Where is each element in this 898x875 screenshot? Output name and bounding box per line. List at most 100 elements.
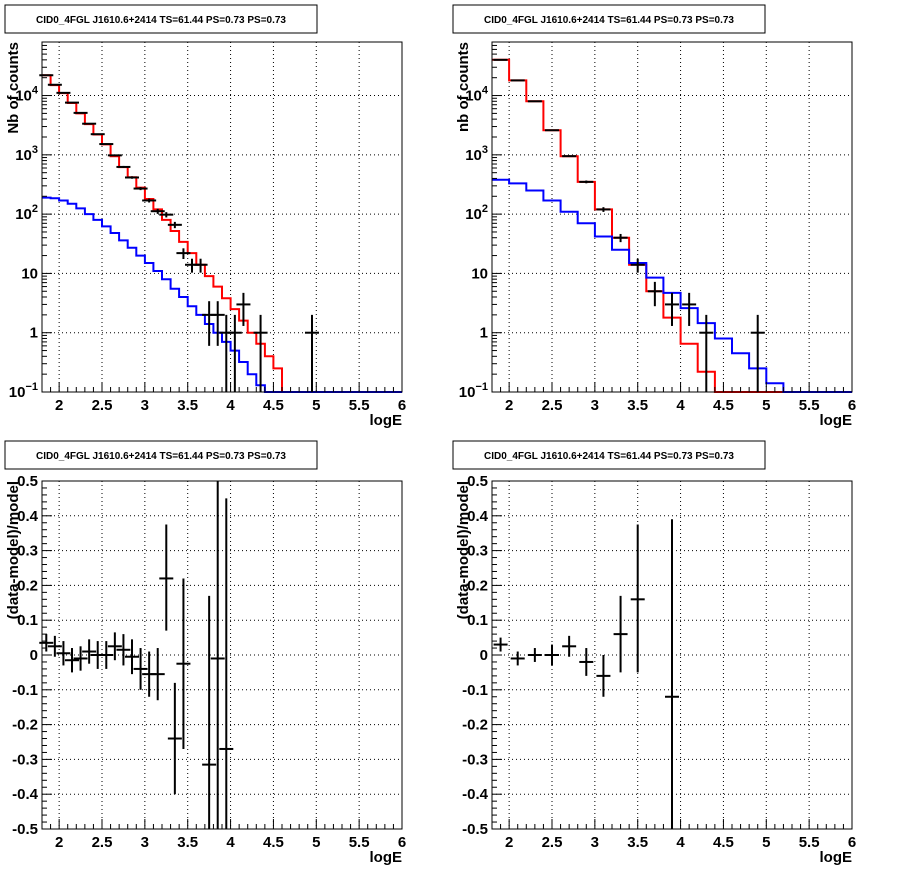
- data-point: [630, 258, 645, 273]
- y-tick-label: -0.2: [462, 717, 488, 734]
- data-point: [116, 165, 131, 168]
- data-point: [150, 648, 165, 701]
- x-tick-label: 6: [398, 397, 406, 414]
- x-tick-label: 2: [505, 834, 513, 851]
- data-point: [125, 176, 139, 179]
- y-axis: -0.5 -0.4 -0.3 -0.2 -0.1 0 0.1 0.2 0.3 0.4 0.5: [12, 473, 52, 838]
- y-tick-label: 0.5: [467, 473, 488, 490]
- x-tick-label: 4: [226, 834, 235, 851]
- y-tick-label: -0.4: [12, 786, 39, 803]
- data-point: [579, 648, 594, 676]
- data-point: [133, 187, 148, 191]
- y-tick-label: 0.4: [467, 508, 489, 525]
- data-point: [159, 212, 174, 218]
- data-point: [613, 595, 628, 673]
- data-point: [82, 639, 97, 664]
- data-point: [545, 644, 559, 666]
- x-tick-label: 3.5: [177, 397, 198, 414]
- x-axis-title: logE: [820, 412, 853, 429]
- data-point: [750, 314, 765, 392]
- chart-panel-3: 2 2.5 3 3.5 4 4.5 5 5.5 6 -0.5 -0.4 -0.3 -0.2 -0.1 0 0.…: [4, 440, 406, 866]
- x-tick-label: 5.5: [799, 397, 820, 414]
- data-point: [562, 155, 577, 158]
- y-axis: 10−1 1 10 102 103 104: [9, 41, 52, 401]
- chart-title: CID0_4FGL J1610.6+2414 TS=61.44 PS=0.73 …: [484, 15, 734, 26]
- grid: [42, 481, 402, 829]
- x-tick-label: 3: [591, 834, 599, 851]
- y-tick-label: 0.3: [467, 543, 488, 560]
- x-tick-label: 5.5: [799, 834, 820, 851]
- y-tick-label: 0.2: [17, 577, 38, 594]
- data-point: [305, 314, 319, 392]
- data-point: [73, 646, 88, 671]
- x-tick-label: 3: [591, 397, 599, 414]
- y-tick-label: 10−1: [459, 381, 488, 401]
- data-point: [236, 292, 251, 326]
- y-tick-label: -0.5: [462, 821, 488, 838]
- y-axis-title: (data-model)/model: [5, 481, 22, 619]
- y-tick-label: -0.3: [12, 751, 38, 768]
- data-point: [116, 634, 131, 666]
- x-tick-label: 3: [141, 397, 149, 414]
- data-point: [210, 301, 225, 346]
- chart-title: CID0_4FGL J1610.6+2414 TS=61.44 PS=0.73 …: [36, 15, 286, 26]
- y-tick-label: 102: [15, 203, 38, 223]
- data-point: [125, 639, 139, 675]
- y-tick-label: 103: [15, 144, 38, 164]
- x-tick-label: 3: [141, 834, 149, 851]
- x-tick-label: 4: [676, 397, 685, 414]
- y-tick-label: -0.2: [12, 717, 38, 734]
- y-tick-label: 104: [465, 85, 489, 105]
- plot-frame: [491, 41, 853, 393]
- data-point: [47, 635, 62, 657]
- x-tick-label: 5: [762, 834, 770, 851]
- data-point: [82, 122, 97, 125]
- x-tick-label: 4.5: [713, 834, 734, 851]
- data-point: [613, 233, 628, 243]
- x-tick-label: 4.5: [263, 397, 284, 414]
- y-tick-label: -0.5: [12, 821, 38, 838]
- y-tick-label: 1: [30, 325, 38, 342]
- x-tick-label: 6: [848, 397, 856, 414]
- data-point: [99, 143, 114, 146]
- y-tick-label: 0: [480, 647, 488, 664]
- x-axis: 2 2.5 3 3.5 4 4.5 5 5.5 6: [41, 382, 406, 414]
- data-point: [219, 498, 234, 829]
- x-tick-label: 4.5: [713, 397, 734, 414]
- data-point: [579, 180, 594, 184]
- y-tick-label: 103: [465, 144, 488, 164]
- y-tick-label: -0.3: [462, 751, 488, 768]
- data-point: [527, 648, 542, 662]
- data-point: [596, 207, 611, 212]
- y-tick-label: -0.4: [462, 786, 489, 803]
- y-axis-title: (data-model)/model: [455, 481, 472, 619]
- data-point: [545, 129, 559, 132]
- x-tick-label: 5.5: [349, 397, 370, 414]
- series-line-1: [492, 58, 852, 393]
- x-tick-label: 4: [226, 397, 235, 414]
- data-point: [159, 524, 174, 631]
- chart-panel-1: 2 2.5 3 3.5 4 4.5 5 5.5 6 10−1 1 10 102 103 104 logE Nb …: [4, 4, 406, 429]
- y-tick-label: 1: [480, 325, 488, 342]
- x-tick-label: 2.5: [542, 834, 563, 851]
- data-point: [73, 111, 88, 114]
- data-point: [193, 258, 208, 273]
- data-point: [65, 648, 79, 673]
- x-tick-label: 2.5: [542, 397, 563, 414]
- data-point: [167, 682, 182, 795]
- data-point: [493, 637, 508, 652]
- data-point: [107, 154, 122, 157]
- x-tick-label: 5.5: [349, 834, 370, 851]
- x-axis: 2 2.5 3 3.5 4 4.5 5 5.5 6: [491, 819, 856, 851]
- chart-title-box: CID0_4FGL J1610.6+2414 TS=61.44 PS=0.73 …: [452, 4, 766, 34]
- x-tick-label: 2: [55, 834, 63, 851]
- x-axis-title: logE: [820, 849, 853, 866]
- data-point: [107, 632, 122, 661]
- x-tick-label: 2: [55, 397, 63, 414]
- y-axis-title: nb of counts: [455, 42, 472, 132]
- grid: [42, 42, 402, 392]
- y-axis: -0.5 -0.4 -0.3 -0.2 -0.1 0 0.1 0.2 0.3 0.4 0.5: [462, 473, 502, 838]
- x-axis: 2 2.5 3 3.5 4 4.5 5 5.5 6: [491, 382, 856, 414]
- y-tick-label: 10: [21, 265, 38, 282]
- data-point: [65, 101, 79, 104]
